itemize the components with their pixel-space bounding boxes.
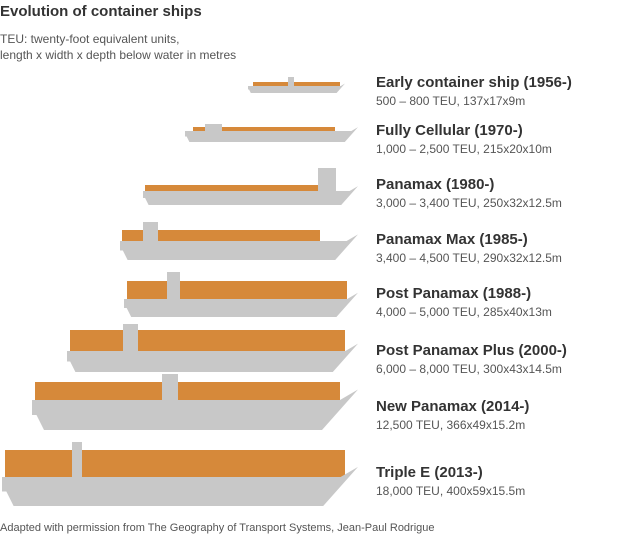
ship-name: Early container ship (1956-) [376, 74, 572, 91]
hull [2, 466, 358, 506]
ship-spec: 3,000 – 3,400 TEU, 250x32x12.5m [376, 196, 562, 210]
ship-name: Triple E (2013-) [376, 464, 483, 481]
hull [185, 127, 358, 142]
ship-spec: 3,400 – 4,500 TEU, 290x32x12.5m [376, 251, 562, 265]
cargo [122, 230, 320, 242]
bridge [143, 222, 158, 241]
bridge [318, 168, 336, 191]
source: Adapted with permission from The Geograp… [0, 522, 435, 534]
bridge [72, 442, 82, 477]
cargo [145, 185, 318, 192]
cargo [35, 382, 340, 401]
hull [248, 83, 345, 93]
ship-name: New Panamax (2014-) [376, 398, 529, 415]
hull [124, 292, 358, 317]
bridge [288, 77, 294, 86]
ship-name: Panamax (1980-) [376, 176, 494, 193]
bridge [162, 374, 178, 400]
subtitle: TEU: twenty-foot equivalent units, [0, 32, 179, 46]
ship-name: Panamax Max (1985-) [376, 231, 528, 248]
bridge [167, 272, 180, 299]
cargo [193, 127, 335, 132]
hull [67, 343, 358, 372]
ships: Early container ship (1956-) 500 – 800 TE… [2, 74, 572, 506]
subtitle: length x width x depth below water in me… [0, 48, 236, 62]
ship-spec: 4,000 – 5,000 TEU, 285x40x13m [376, 305, 552, 319]
ship-name: Post Panamax Plus (2000-) [376, 342, 567, 359]
bridge [123, 324, 138, 351]
cargo [127, 281, 347, 300]
ship-name: Fully Cellular (1970-) [376, 122, 523, 139]
ship-spec: 12,500 TEU, 366x49x15.2m [376, 418, 525, 432]
cargo [70, 330, 345, 352]
ship-spec: 6,000 – 8,000 TEU, 300x43x14.5m [376, 362, 562, 376]
bridge [205, 124, 222, 131]
hull [32, 389, 358, 430]
cargo [5, 450, 345, 478]
ship-spec: 1,000 – 2,500 TEU, 215x20x10m [376, 142, 552, 156]
title: Evolution of container ships [0, 3, 202, 20]
ship-spec: 18,000 TEU, 400x59x15.5m [376, 484, 525, 498]
ship-name: Post Panamax (1988-) [376, 285, 531, 302]
hull [120, 234, 358, 260]
ship-spec: 500 – 800 TEU, 137x17x9m [376, 94, 525, 108]
cargo [253, 82, 340, 87]
hull [143, 186, 358, 205]
